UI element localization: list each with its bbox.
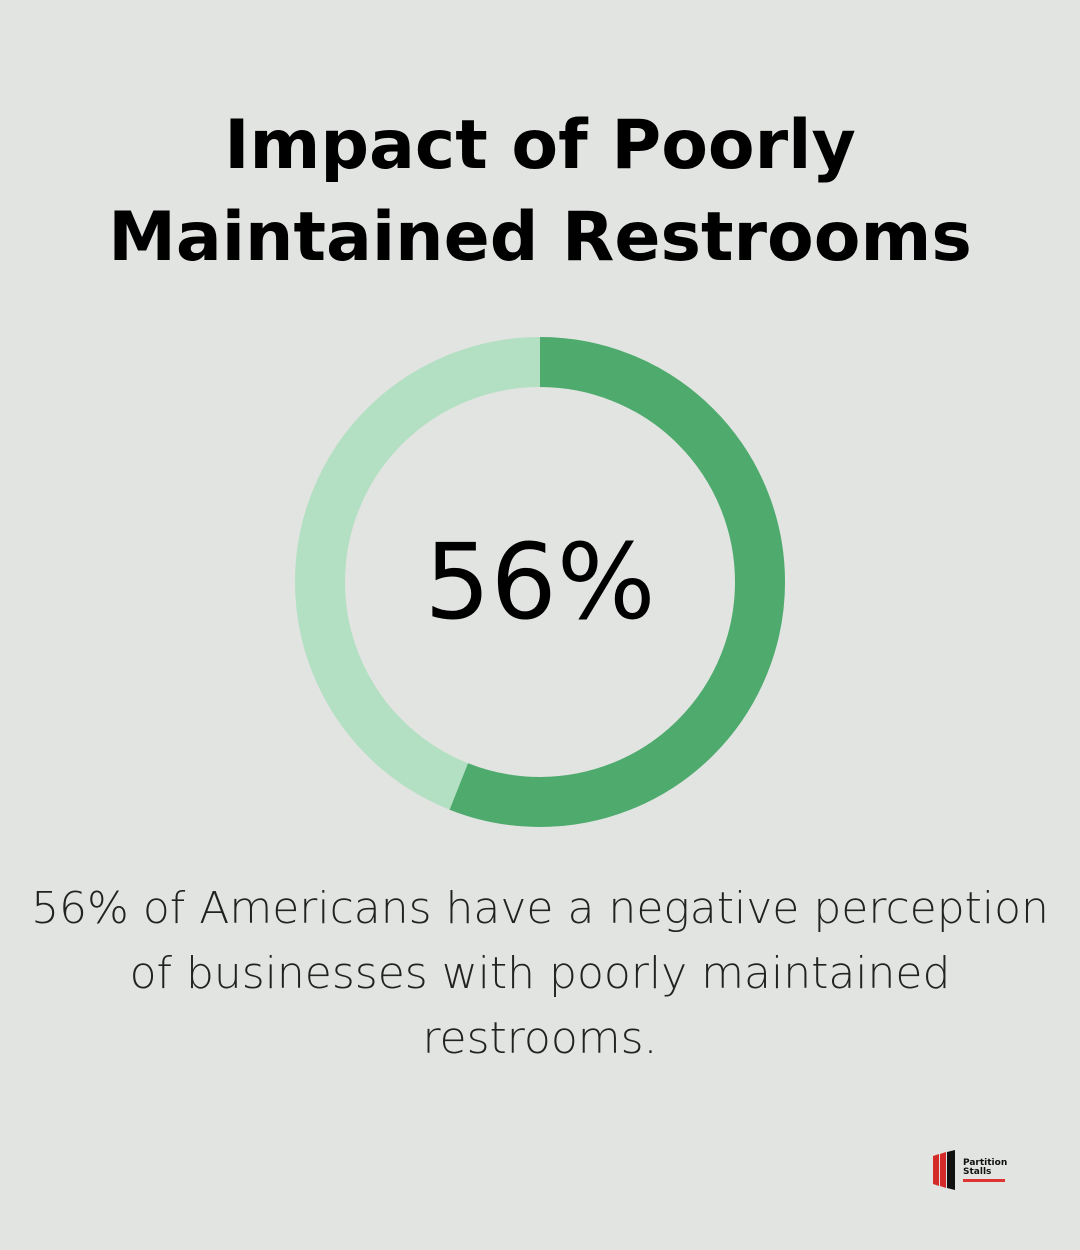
partition-stalls-logo: Partition Stalls xyxy=(933,1150,1007,1190)
title-line-1: Impact of Poorly xyxy=(224,106,856,185)
donut-chart xyxy=(295,337,785,827)
logo-tagline-bar xyxy=(963,1178,1005,1182)
page-title: Impact of Poorly Maintained Restrooms xyxy=(0,100,1080,284)
description-text: 56% of Americans have a negative percept… xyxy=(31,883,1049,1064)
donut-segment-negative-perception xyxy=(295,337,785,827)
logo-text-line-1: Partition xyxy=(963,1157,1008,1168)
logo-mark-icon xyxy=(933,1150,955,1190)
donut-center-label: 56% xyxy=(424,521,656,643)
title-line-2: Maintained Restrooms xyxy=(108,198,972,277)
logo-text-line-2: Stalls xyxy=(963,1166,992,1177)
